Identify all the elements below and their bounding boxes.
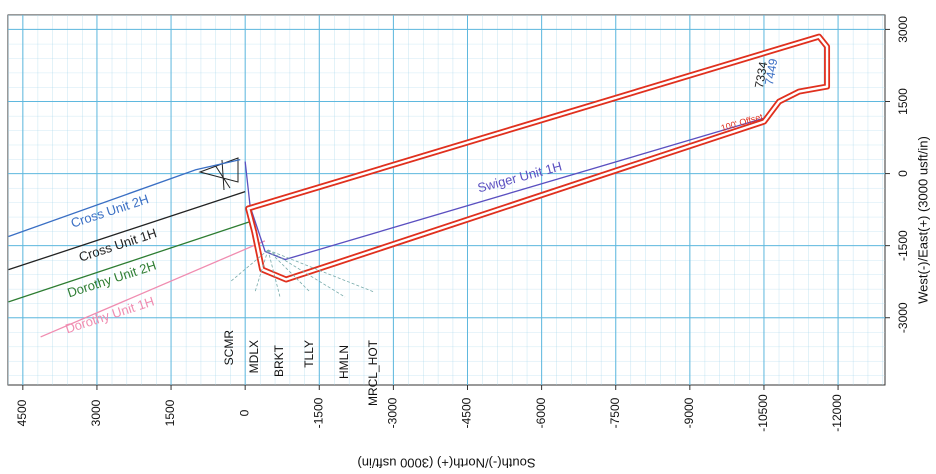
annotation: MRCL_HOT	[366, 339, 380, 406]
x-tick-label: 4500	[15, 399, 29, 426]
formation-leader	[267, 249, 375, 293]
annotation: 7334	[752, 60, 770, 89]
well-path	[8, 190, 246, 271]
x-tick-label: 3000	[89, 399, 103, 426]
y-tick-label: 1500	[896, 88, 910, 115]
x-tick-label: -9000	[682, 397, 696, 428]
x-tick-label: 0	[237, 409, 251, 416]
formation-leader	[254, 249, 269, 293]
well-path	[8, 221, 251, 303]
x-tick-label: -10500	[756, 394, 770, 432]
y-tick-label: -3000	[896, 302, 910, 333]
x-tick-label: 1500	[163, 399, 177, 426]
y-tick-label: -1500	[896, 230, 910, 261]
y-axis-title: West(-)/East(+) (3000 usft/in)	[915, 136, 930, 304]
x-tick-label: -4500	[460, 397, 474, 428]
well-path	[8, 159, 241, 238]
x-axis-title: South(-)/North(+) (3000 usft/in)	[357, 456, 535, 471]
annotation: BRKT	[272, 344, 286, 377]
y-tick-label: 0	[896, 170, 910, 177]
minor-grid	[8, 15, 885, 385]
annotation: SCMR	[222, 330, 236, 366]
x-tick-label: -1500	[311, 397, 325, 428]
formation-leader	[229, 249, 269, 283]
x-tick-label: -12000	[830, 394, 844, 432]
formation-leader	[267, 249, 346, 298]
x-tick-label: -7500	[608, 397, 622, 428]
x-tick-label: -6000	[534, 397, 548, 428]
annotation: HMLN	[337, 345, 351, 379]
annotation: 7449	[762, 57, 780, 86]
annotation: MDLX	[247, 340, 261, 373]
well-path	[40, 240, 266, 338]
annotation: TLLY	[302, 340, 316, 368]
formation-leader	[267, 249, 281, 298]
x-tick-label: -3000	[386, 397, 400, 428]
well-path	[244, 115, 770, 261]
y-tick-label: 3000	[896, 16, 910, 43]
